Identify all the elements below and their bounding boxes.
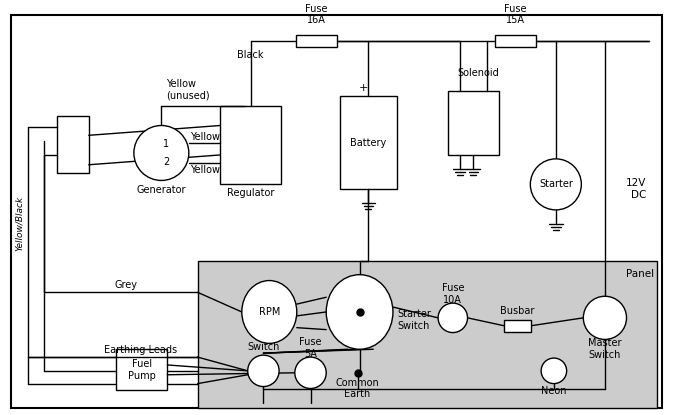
Bar: [296, 35, 337, 47]
Text: Regulator: Regulator: [227, 188, 274, 198]
Bar: [340, 96, 397, 189]
Text: Grey: Grey: [114, 281, 137, 290]
Circle shape: [531, 159, 581, 210]
Circle shape: [541, 358, 566, 383]
Text: Neon: Neon: [541, 386, 566, 396]
Bar: [116, 349, 167, 391]
Text: 1: 1: [163, 139, 169, 149]
Text: Yellow
(unused): Yellow (unused): [166, 79, 210, 101]
Text: 12V
DC: 12V DC: [626, 178, 646, 200]
Circle shape: [134, 125, 189, 181]
Text: Common
Earth: Common Earth: [335, 378, 379, 399]
Circle shape: [248, 355, 279, 386]
Text: Earthing Leads: Earthing Leads: [105, 345, 178, 355]
Bar: [495, 35, 536, 47]
Text: 2: 2: [163, 157, 169, 167]
Text: Starter
Switch: Starter Switch: [398, 309, 432, 331]
Text: +: +: [359, 83, 368, 93]
Bar: [504, 320, 531, 332]
Bar: [198, 261, 657, 408]
Text: RPM: RPM: [259, 307, 280, 317]
Text: Yellow: Yellow: [190, 165, 219, 175]
Text: Starter: Starter: [539, 179, 573, 189]
Text: Fuse
10A: Fuse 10A: [441, 283, 464, 305]
Text: Yellow/Black: Yellow/Black: [15, 196, 24, 251]
Text: Fuel
Pump: Fuel Pump: [128, 359, 156, 381]
Text: Fuse
5A: Fuse 5A: [299, 337, 322, 359]
Text: Busbar: Busbar: [500, 306, 535, 316]
Bar: [220, 106, 281, 184]
Text: Master
Switch: Master Switch: [588, 339, 622, 360]
Text: Black: Black: [237, 50, 263, 60]
Bar: [57, 116, 88, 173]
Text: Panel: Panel: [626, 269, 654, 279]
Circle shape: [295, 357, 326, 388]
Text: Solenoid: Solenoid: [458, 68, 500, 78]
Bar: [448, 91, 499, 155]
Text: Fuse
16A: Fuse 16A: [305, 4, 327, 25]
Text: Battery: Battery: [350, 138, 387, 148]
Ellipse shape: [242, 281, 297, 343]
Text: Fuse
15A: Fuse 15A: [504, 4, 527, 25]
Circle shape: [438, 303, 468, 332]
Ellipse shape: [326, 275, 393, 349]
Text: Yellow: Yellow: [190, 132, 219, 142]
Text: Switch: Switch: [247, 342, 279, 352]
Text: Generator: Generator: [136, 185, 186, 195]
Circle shape: [583, 296, 626, 339]
